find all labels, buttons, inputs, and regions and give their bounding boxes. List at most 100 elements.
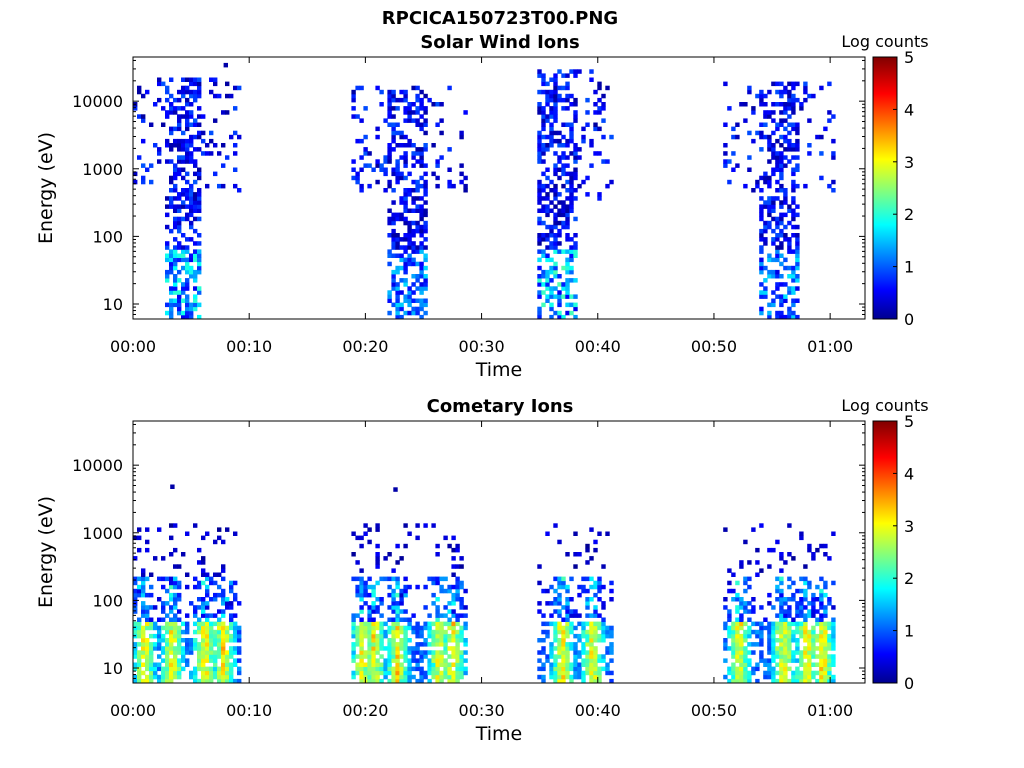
heatmap-cell [557,290,562,295]
heatmap-cell [573,531,578,536]
heatmap-cell [181,314,186,319]
heatmap-cell [549,654,554,659]
heatmap-cell [169,650,174,655]
heatmap-cell [217,183,222,189]
heatmap-cell [577,662,582,667]
heatmap-cell [735,642,740,647]
heatmap-cell [197,678,202,683]
heatmap-cell [553,102,558,107]
heatmap-cell [415,642,420,647]
heatmap-cell [185,658,190,663]
heatmap-cell [217,674,222,680]
heatmap-cell [787,241,792,246]
heatmap-cell [141,576,146,582]
heatmap-cell [803,650,808,655]
heatmap-cell [767,658,772,663]
heatmap-cell [561,249,566,254]
heatmap-cell [593,662,598,667]
heatmap-cell [189,601,194,606]
heatmap-cell [807,658,812,663]
heatmap-cell [387,650,392,655]
heatmap-cell [573,233,578,238]
heatmap-cell [779,646,784,651]
heatmap-cell [217,584,222,590]
heatmap-cell [767,646,772,651]
heatmap-cell [423,625,428,631]
heatmap-cell [561,584,566,590]
heatmap-cell [763,278,768,283]
heatmap-cell [537,183,542,189]
heatmap-cell [541,118,546,123]
heatmap-cell [811,609,816,614]
heatmap-cell [395,605,400,610]
heatmap-cell [819,633,824,639]
heatmap-cell [153,674,158,680]
heatmap-cell [601,584,606,590]
heatmap-cell [779,110,784,115]
heatmap-cell [827,662,832,667]
heatmap-cell [387,662,392,667]
heatmap-cell [173,605,178,610]
heatmap-cell [201,572,206,577]
heatmap-cell [387,233,392,238]
heatmap-cell [459,658,464,663]
heatmap-cell [573,642,578,647]
heatmap-cell [221,539,226,545]
heatmap-cell [395,617,400,622]
heatmap-cell [411,196,416,201]
heatmap-cell [359,167,364,172]
heatmap-cell [431,629,436,635]
heatmap-cell [545,208,550,213]
heatmap-cell [419,163,424,168]
heatmap-cell [557,674,562,680]
heatmap-cell [557,539,562,545]
heatmap-cell [573,102,578,107]
heatmap-cell [173,629,178,635]
heatmap-cell [569,151,574,156]
heatmap-cell [735,122,740,127]
heatmap-cell [819,654,824,659]
heatmap-cell [157,576,162,582]
heatmap-cell [743,638,748,643]
heatmap-cell [193,674,198,680]
heatmap-cell [787,306,792,312]
heatmap-cell [197,175,202,181]
heatmap-cell [383,188,388,193]
heatmap-cell [759,102,764,107]
heatmap-cell [791,126,796,132]
heatmap-cell [399,245,404,250]
heatmap-cell [205,572,210,577]
heatmap-cell [371,670,376,676]
heatmap-cell [775,159,780,164]
heatmap-cell [565,171,570,177]
heatmap-cell [407,678,412,683]
heatmap-cell [743,601,748,606]
heatmap-cell [771,638,776,643]
heatmap-cell [779,216,784,222]
heatmap-cell [763,114,768,119]
heatmap-cell [383,159,388,164]
heatmap-cell [161,638,166,643]
heatmap-cell [581,674,586,680]
heatmap-cell [189,159,194,164]
heatmap-cell [431,523,436,528]
heatmap-cell [767,220,772,226]
heatmap-cell [431,601,436,606]
heatmap-cell [537,241,542,246]
heatmap-cell [201,609,206,614]
heatmap-cell [423,670,428,676]
heatmap-cell [557,208,562,213]
heatmap-cell [557,302,562,308]
heatmap-cell [435,638,440,643]
heatmap-cell [435,621,440,627]
heatmap-cell [145,621,150,627]
heatmap-cell [593,678,598,683]
heatmap-cell [193,228,198,234]
heatmap-cell [185,245,190,250]
heatmap-cell [459,670,464,676]
heatmap-cell [565,261,570,267]
heatmap-cell [763,171,768,177]
heatmap-cell [173,282,178,287]
heatmap-cell [451,650,456,655]
heatmap-cell [185,650,190,655]
